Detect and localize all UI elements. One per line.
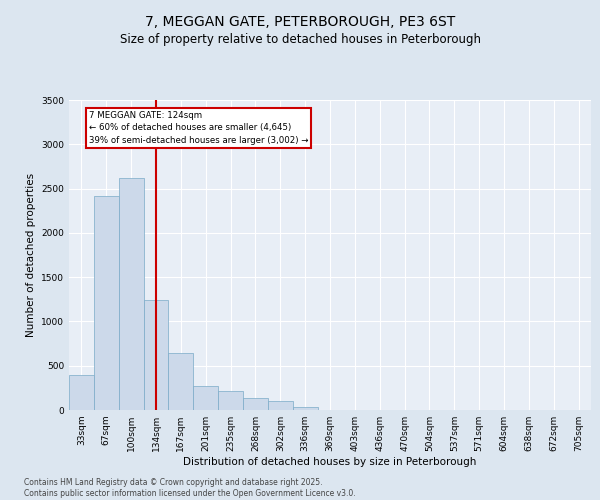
Bar — [169, 354, 193, 410]
Text: Size of property relative to detached houses in Peterborough: Size of property relative to detached ho… — [119, 32, 481, 46]
Text: 7 MEGGAN GATE: 124sqm
← 60% of detached houses are smaller (4,645)
39% of semi-d: 7 MEGGAN GATE: 124sqm ← 60% of detached … — [89, 110, 308, 144]
Bar — [119, 178, 143, 410]
Bar — [243, 398, 268, 410]
Y-axis label: Number of detached properties: Number of detached properties — [26, 173, 35, 337]
Bar — [94, 196, 119, 410]
Bar — [293, 408, 317, 410]
Text: 7, MEGGAN GATE, PETERBOROUGH, PE3 6ST: 7, MEGGAN GATE, PETERBOROUGH, PE3 6ST — [145, 15, 455, 29]
X-axis label: Distribution of detached houses by size in Peterborough: Distribution of detached houses by size … — [184, 457, 476, 467]
Bar — [69, 376, 94, 410]
Bar — [268, 401, 293, 410]
Bar — [218, 392, 243, 410]
Bar — [143, 300, 169, 410]
Bar — [193, 386, 218, 410]
Text: Contains HM Land Registry data © Crown copyright and database right 2025.
Contai: Contains HM Land Registry data © Crown c… — [24, 478, 356, 498]
